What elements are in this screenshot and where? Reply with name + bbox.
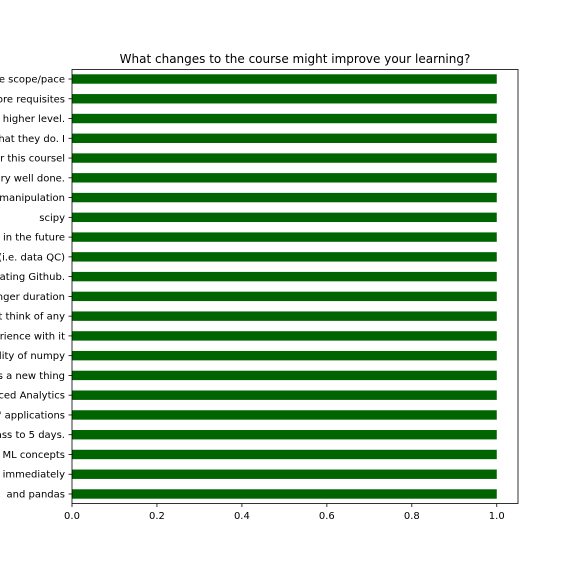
bar (72, 489, 497, 499)
y-axis-ticks: e scope/pace ore requisites higher level. h… (0, 75, 72, 501)
x-axis-ticks: 0.0 0.2 0.4 0.6 0.8 1.0 (64, 503, 505, 522)
bar (72, 331, 497, 341)
y-tick-label: ced Analytics (0, 391, 65, 402)
bar (72, 94, 497, 104)
bar (72, 192, 497, 203)
x-tick-label: 0.8 (404, 511, 420, 522)
x-tick-label: 0.0 (64, 511, 80, 522)
y-tick-label: nger duration (0, 292, 65, 303)
y-tick-label: ' applications (0, 410, 65, 421)
y-tick-label: r this coursel (0, 154, 65, 165)
y-tick-label: ating Github. (0, 272, 65, 283)
y-tick-label: immediately (3, 470, 66, 481)
y-tick-label: ass to 5 days. (0, 430, 65, 441)
bar (72, 430, 497, 440)
y-tick-label: scipy (39, 213, 65, 224)
bar (72, 271, 497, 282)
y-tick-label: lity of numpy (0, 351, 65, 362)
y-tick-label: e scope/pace (0, 75, 65, 86)
bar (72, 252, 497, 262)
y-tick-label: (i.e. data QC) (0, 252, 65, 263)
plot-area (72, 74, 497, 499)
x-tick-label: 1.0 (489, 511, 505, 522)
bar (72, 153, 497, 163)
chart-title: What changes to the course might improve… (120, 52, 471, 66)
y-tick-label: ML concepts (3, 450, 65, 461)
bar (72, 410, 497, 420)
bar (72, 390, 497, 400)
x-tick-label: 0.2 (149, 511, 165, 522)
bar (72, 311, 497, 321)
bar (72, 133, 497, 143)
bar (72, 350, 497, 361)
bar (72, 449, 497, 460)
y-tick-label: rience with it (0, 331, 65, 342)
y-tick-label: t think of any (0, 312, 65, 323)
y-tick-label: hat they do. I (0, 134, 65, 145)
y-tick-label: s a new thing (0, 371, 65, 382)
bar (72, 291, 497, 302)
axes-frame (71, 69, 519, 504)
x-tick-label: 0.6 (319, 511, 335, 522)
y-tick-label: and pandas (7, 490, 66, 501)
bar (72, 74, 497, 84)
y-tick-label: ry well done. (1, 173, 65, 184)
bar (72, 469, 497, 479)
y-tick-label: higher level. (3, 114, 65, 125)
bar (72, 173, 497, 183)
bar (72, 232, 497, 242)
y-tick-label: in the future (3, 233, 65, 244)
bar (72, 212, 497, 223)
y-tick-label: manipulation (0, 193, 65, 204)
y-tick-label: ore requisites (0, 94, 65, 105)
bar (72, 370, 497, 381)
x-tick-label: 0.4 (234, 511, 250, 522)
bar (72, 113, 497, 124)
